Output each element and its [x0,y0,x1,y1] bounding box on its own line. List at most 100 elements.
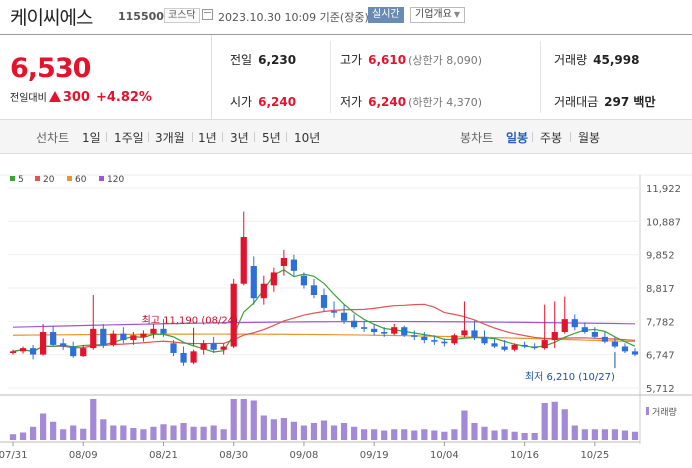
period-daily[interactable]: 일봉 [506,131,529,145]
stat-label: 거래대금 [554,95,599,109]
company-overview-button[interactable]: 기업개요 ▼ [410,7,465,23]
legend-swatch-60 [67,176,72,181]
price-panel: 6,530 전일대비 300 +4.82% 전일 6,230 시가 6,240 고가 6,… [0,34,692,120]
volume-bar [60,429,67,440]
volume-bar [170,425,177,440]
candle-body [471,330,478,337]
candle-body [170,343,177,353]
legend-label-60: 60 [75,175,87,185]
volume-bar [391,429,398,440]
volume-bar [120,425,127,440]
volume-bar [611,429,619,440]
stat-value: 6,240 [368,95,407,109]
stock-name: 케이씨에스 [10,7,93,29]
volume-bar [240,399,247,440]
candle-body [80,348,87,357]
volume-bar [190,426,197,440]
volume-bar [110,425,117,440]
high-annotation: 최고 11,190 (08/24) [142,315,238,327]
x-tick-label: 07/31 [0,450,27,461]
volume-bar [340,423,348,440]
candle-body [561,319,568,333]
x-tick-label: 10/16 [510,450,539,461]
volume-bar [401,429,408,440]
x-tick-label: 10/04 [430,450,459,461]
y-tick-label: 6,747 [646,351,675,362]
volume-bar [491,430,498,440]
candle-body [431,340,438,342]
volume-bar [130,428,137,440]
low-annotation: 최저 6,210 (10/27) [525,371,615,383]
candle-body [280,257,287,267]
volume-bar [90,399,97,440]
volume-bar [481,426,488,440]
volume-bar [300,425,308,440]
volume-bar [320,420,328,440]
period-1y[interactable]: 1년 [198,131,217,145]
candle-chart-label: 봉차트 [460,131,494,145]
candle-body [571,319,578,328]
period-5y[interactable]: 5년 [262,131,281,145]
candle-body [210,343,217,350]
period-3y[interactable]: 3년 [230,131,249,145]
y-tick-label: 10,887 [646,217,681,228]
volume-bar [421,429,428,440]
volume-bar [280,418,287,440]
volume-bar [40,413,47,440]
candle-body [521,344,528,347]
stock-chart[interactable]: 5 20 60 120 11,922 10,887 9,852 8,817 7,782 6,747… [0,154,692,468]
period-1d[interactable]: 1일 [82,131,101,145]
candle-body [531,346,538,349]
candle-body [90,328,97,349]
legend-swatch-5 [10,176,15,181]
realtime-button[interactable]: 실시간 [368,7,404,23]
period-10y[interactable]: 10년 [294,131,321,145]
candle-body [421,336,428,341]
candle-body [310,285,318,295]
candle-body [180,352,187,363]
volume-bar [361,429,368,440]
stat-value: 297 백만 [604,95,656,109]
period-monthly[interactable]: 월봉 [578,131,601,145]
stat-label: 거래량 [554,53,588,67]
candle-body [320,294,328,308]
x-tick-label: 08/21 [149,450,178,461]
quote-datetime: 2023.10.30 10:09 기준(장중) [218,11,369,24]
candle-body [451,335,458,344]
legend-label-120: 120 [107,175,124,185]
stock-header: 케이씨에스 115500 코스닥 2023.10.30 10:09 기준(장중)… [0,0,692,34]
y-tick-label: 5,712 [646,384,675,395]
divider [540,41,541,113]
volume-bar [601,429,608,440]
volume-bar [411,430,418,440]
candle-body [120,333,127,341]
volume-bar [70,425,77,440]
period-1w[interactable]: 1주일 [114,131,144,145]
separator [192,132,193,142]
candle-body [401,327,408,336]
volume-label: 거래량 [652,406,677,418]
change-row: 전일대비 300 +4.82% [10,89,152,105]
candle-body [441,341,448,344]
volume-bar [330,425,338,440]
period-3m[interactable]: 3개월 [155,131,185,145]
volume-bar [471,423,478,440]
legend-label-20: 20 [43,175,55,185]
candle-body [110,333,117,345]
price-summary: 6,530 전일대비 300 +4.82% [0,35,212,119]
volume-bar [210,425,217,440]
candle-body [340,312,348,321]
candle-body [50,332,57,345]
stat-value: 6,240 [258,95,297,109]
stat-high: 고가 6,610 (상한가 8,090) [340,51,482,68]
candle-body [581,327,588,333]
current-price: 6,530 [10,53,91,84]
candle-body [60,343,67,347]
legend-swatch-120 [99,176,104,181]
separator [222,132,223,142]
candle-body [371,328,378,333]
candle-body [190,351,197,363]
candle-body [361,327,368,329]
candle-body [290,259,298,271]
period-weekly[interactable]: 주봉 [540,131,563,145]
